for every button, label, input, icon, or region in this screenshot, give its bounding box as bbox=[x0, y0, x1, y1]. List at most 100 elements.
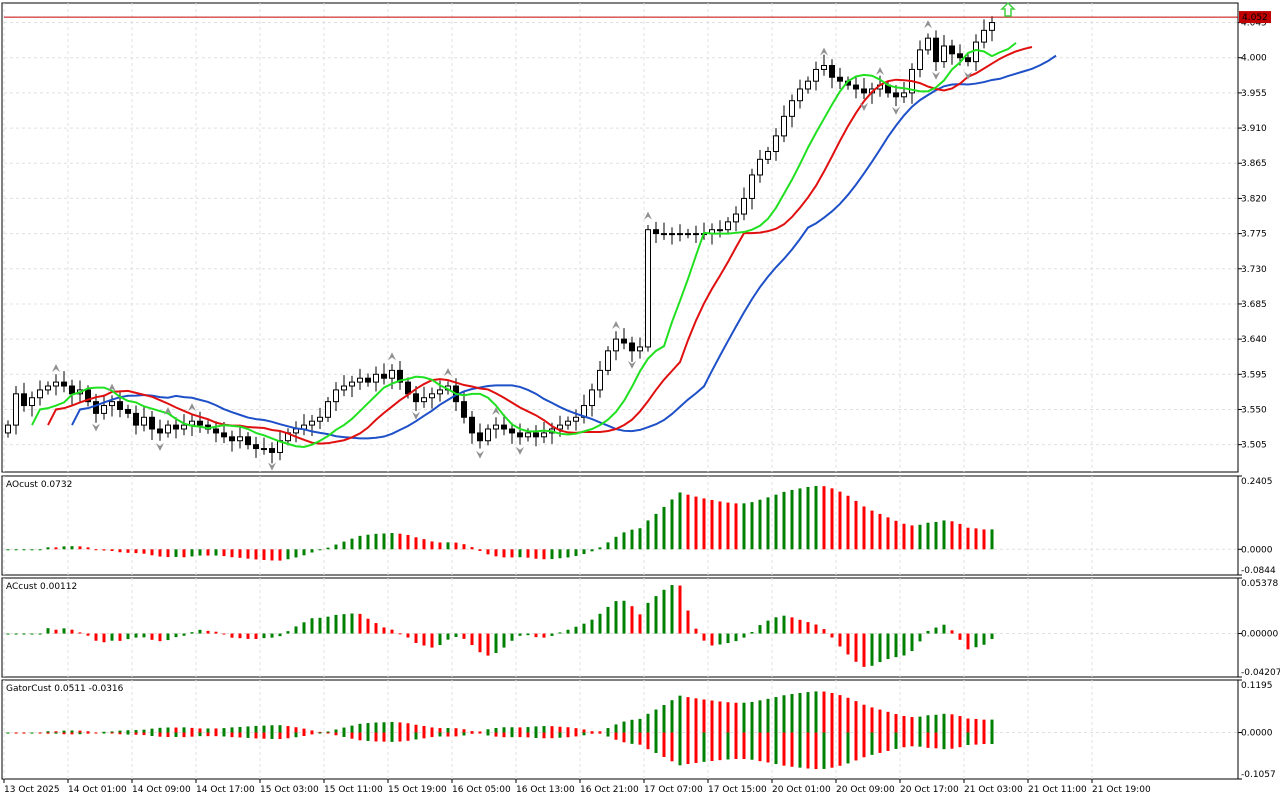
histogram-bar-lower bbox=[886, 732, 890, 751]
candle-body bbox=[693, 233, 699, 236]
histogram-bar bbox=[462, 729, 466, 733]
histogram-bar bbox=[286, 631, 290, 634]
histogram-bar-lower bbox=[718, 732, 722, 761]
histogram-bar-lower bbox=[654, 732, 658, 753]
histogram-bar bbox=[350, 613, 354, 634]
histogram-bar-lower bbox=[982, 732, 986, 744]
histogram-bar-lower bbox=[238, 732, 242, 738]
histogram-bar bbox=[214, 631, 218, 634]
indicator-y-tick-label: 0.2405 bbox=[1241, 477, 1273, 487]
histogram-bar-lower bbox=[734, 732, 738, 760]
histogram-bar-lower bbox=[62, 732, 66, 735]
histogram-bar bbox=[438, 728, 442, 733]
fractal-up-arrow bbox=[924, 20, 932, 29]
histogram-bar bbox=[374, 533, 378, 550]
histogram-bar bbox=[886, 711, 890, 733]
histogram-bar bbox=[838, 633, 842, 647]
y-tick-label: 3.505 bbox=[1241, 441, 1267, 451]
histogram-bar bbox=[486, 549, 490, 555]
candle-body bbox=[773, 135, 779, 153]
fractal-up-arrow bbox=[820, 47, 828, 56]
histogram-bar bbox=[62, 546, 66, 550]
histogram-bar bbox=[958, 716, 962, 733]
candle-body bbox=[789, 100, 795, 117]
histogram-bar-lower bbox=[174, 732, 178, 737]
candle-body bbox=[349, 381, 355, 387]
histogram-bar bbox=[574, 728, 578, 733]
histogram-bar bbox=[606, 606, 610, 634]
candle-body bbox=[933, 37, 939, 63]
histogram-bar bbox=[942, 520, 946, 550]
x-tick-label: 14 Oct 01:00 bbox=[68, 785, 127, 795]
fractal-down-arrow bbox=[932, 71, 940, 80]
histogram-bar-lower bbox=[806, 732, 810, 769]
histogram-bar bbox=[54, 547, 58, 550]
histogram-bar bbox=[102, 549, 106, 551]
histogram-bar bbox=[710, 633, 714, 646]
candle-body bbox=[269, 448, 275, 453]
histogram-bar bbox=[94, 633, 98, 641]
histogram-bar bbox=[110, 633, 114, 641]
y-tick-label: 3.640 bbox=[1241, 335, 1267, 345]
fractal-down-arrow bbox=[156, 442, 164, 451]
histogram-bar bbox=[670, 700, 674, 733]
y-tick-label: 3.910 bbox=[1241, 124, 1267, 134]
histogram-bar bbox=[846, 495, 850, 550]
candle-body bbox=[5, 424, 11, 434]
histogram-bar bbox=[718, 501, 722, 550]
candle-body bbox=[965, 57, 971, 63]
histogram-bar bbox=[822, 691, 826, 733]
histogram-bar bbox=[470, 731, 474, 733]
histogram-bar bbox=[246, 633, 250, 639]
histogram-bar bbox=[190, 549, 194, 557]
histogram-bar bbox=[606, 542, 610, 550]
y-tick-label: 3.595 bbox=[1241, 370, 1267, 380]
histogram-bar bbox=[134, 549, 138, 554]
histogram-bar bbox=[542, 726, 546, 733]
histogram-bar bbox=[878, 709, 882, 733]
histogram-bar bbox=[254, 549, 258, 560]
histogram-bar bbox=[846, 633, 850, 655]
histogram-bar-lower bbox=[302, 732, 306, 737]
histogram-bar-lower bbox=[94, 732, 98, 734]
histogram-bar bbox=[118, 633, 122, 641]
histogram-bar bbox=[782, 491, 786, 550]
histogram-bar-lower bbox=[694, 732, 698, 763]
fractal-down-arrow bbox=[412, 411, 420, 420]
y-tick-label: 3.685 bbox=[1241, 300, 1267, 310]
histogram-bar-lower bbox=[406, 732, 410, 741]
histogram-bar-lower bbox=[142, 732, 146, 736]
histogram-bar bbox=[262, 725, 266, 733]
histogram-bar-lower bbox=[446, 732, 450, 737]
histogram-bar bbox=[934, 714, 938, 733]
candle-body bbox=[37, 389, 43, 399]
candle-body bbox=[757, 158, 763, 176]
histogram-bar bbox=[310, 618, 314, 634]
histogram-bar-lower bbox=[574, 732, 578, 737]
candle-body bbox=[181, 424, 187, 430]
histogram-bar bbox=[382, 627, 386, 634]
histogram-bar bbox=[526, 549, 530, 558]
histogram-bar bbox=[366, 723, 370, 733]
histogram-bar bbox=[726, 502, 730, 550]
histogram-bar-lower bbox=[518, 732, 522, 738]
histogram-bar bbox=[910, 525, 914, 550]
histogram-bar bbox=[294, 626, 298, 634]
histogram-bar bbox=[182, 549, 186, 558]
histogram-bar-lower bbox=[350, 732, 354, 739]
histogram-bar bbox=[246, 549, 250, 559]
histogram-bar bbox=[150, 549, 154, 556]
x-tick-label: 15 Oct 19:00 bbox=[388, 785, 447, 795]
histogram-bar bbox=[302, 549, 306, 556]
histogram-bar bbox=[886, 517, 890, 550]
histogram-bar bbox=[102, 731, 106, 733]
fractal-down-arrow bbox=[268, 462, 276, 471]
candle-body bbox=[981, 29, 987, 43]
candle-body bbox=[661, 233, 667, 236]
histogram-bar bbox=[294, 549, 298, 558]
histogram-bar-lower bbox=[726, 732, 730, 760]
histogram-bar-lower bbox=[934, 732, 938, 749]
histogram-bar bbox=[462, 633, 466, 639]
